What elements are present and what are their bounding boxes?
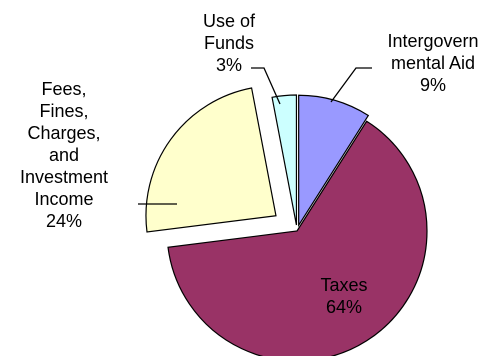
slice-percent: 3% xyxy=(215,55,242,75)
slice-label-fees-fines-charges: Fees, Fines, Charges, and Investment Inc… xyxy=(0,78,128,232)
leader-line-use-of-funds xyxy=(251,67,281,105)
slice-label-use-of-funds: Use of Funds 3% xyxy=(186,10,272,76)
slice-fees-fines-charges xyxy=(145,87,277,233)
slice-label-intergovernmental-aid: Intergovern mental Aid 9% xyxy=(368,30,498,96)
slice-percent: 24% xyxy=(45,211,83,231)
slice-percent: 64% xyxy=(325,297,363,317)
slice-name: Use of Funds xyxy=(202,11,256,53)
slice-name: Intergovern mental Aid xyxy=(387,31,479,73)
slice-label-taxes: Taxes 64% xyxy=(304,274,384,318)
slice-name: Fees, Fines, Charges, and Investment Inc… xyxy=(19,79,109,209)
slice-percent: 9% xyxy=(419,75,446,95)
slice-name: Taxes xyxy=(320,275,368,295)
slice-use-of-funds xyxy=(271,94,298,226)
leader-line-intergovernmental-aid xyxy=(330,67,372,103)
slice-intergovernmental-aid xyxy=(298,94,370,228)
slice-taxes xyxy=(167,120,428,356)
